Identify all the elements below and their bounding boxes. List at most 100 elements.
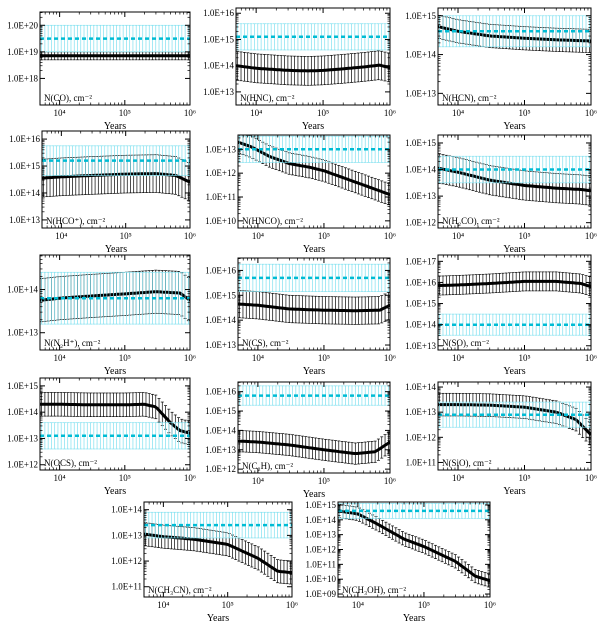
observed-series — [42, 145, 190, 176]
plot-area — [238, 385, 390, 465]
x-tick-label: 10⁵ — [119, 108, 131, 118]
plot-area — [438, 15, 591, 53]
y-tick-label: 1.0E+14 — [9, 188, 40, 198]
axes-frame — [39, 11, 191, 106]
plot-area — [438, 153, 591, 206]
y-tick-label: 1.0E+16 — [203, 8, 234, 18]
y-tick-label: 1.0E+13 — [205, 144, 236, 154]
x-tick-label: 10⁶ — [384, 353, 396, 363]
model-line — [42, 172, 190, 184]
y-tick-label: 1.0E+14 — [205, 315, 236, 325]
x-tick-label: 10⁶ — [184, 108, 196, 118]
panel-quantity-label: N(OCS), cm⁻² — [44, 458, 97, 468]
x-axis-label: Years — [503, 244, 525, 255]
x-tick-label: 10⁴ — [54, 473, 66, 483]
panel-quantity-label: N(HCN), cm⁻² — [442, 93, 497, 103]
y-tick-label: 1.0E+13 — [405, 341, 436, 351]
observed-series — [40, 271, 190, 325]
model-line — [238, 439, 390, 455]
observed-series — [238, 385, 390, 406]
x-tick-label: 10⁵ — [119, 473, 131, 483]
y-tick-label: 1.0E+15 — [205, 406, 236, 416]
x-tick-label: 10⁴ — [452, 353, 464, 363]
axes-frame — [235, 7, 391, 106]
y-tick-label: 1.0E+13 — [405, 88, 436, 98]
panel-13: 10⁴ 10⁵ 10⁶Years1.0E+111.0E+121.0E+131.0E+… — [111, 501, 298, 622]
observed-series — [40, 422, 190, 450]
y-tick-label: 1.0E+12 — [7, 460, 38, 470]
panel-quantity-label: N(CS), cm⁻² — [242, 338, 289, 348]
y-tick-label: 1.0E+13 — [9, 215, 40, 225]
y-tick-label: 1.0E+11 — [406, 457, 437, 467]
x-tick-label: 10⁴ — [252, 476, 264, 486]
panel-10: 10⁴ 10⁵ 10⁶ Years 1.0E+12 1.0E+13 1.0E+14 1.0E+… — [7, 377, 196, 497]
model-line — [40, 402, 190, 435]
x-tick-label: 10⁶ — [585, 231, 597, 241]
x-tick-label: 10⁶ — [585, 473, 597, 483]
model-line — [236, 63, 390, 73]
observed-series — [438, 155, 591, 184]
y-tick-label: 1.0E+15 — [405, 11, 436, 21]
model-line — [438, 279, 591, 289]
plot-area — [40, 392, 190, 450]
x-tick-label: 10⁴ — [252, 231, 264, 241]
x-axis-label: Years — [303, 489, 325, 500]
plot-area — [238, 135, 390, 206]
y-tick-label: 1.0E+14 — [7, 285, 38, 295]
y-tick-label: 1.0E+12 — [405, 432, 436, 442]
x-tick-label: 10⁴ — [452, 473, 464, 483]
x-tick-label: 10⁵ — [518, 353, 530, 363]
x-tick-label: 10⁵ — [518, 231, 530, 241]
plot-area — [438, 271, 591, 336]
panel-quantity-label: N(HNC), cm⁻² — [240, 93, 295, 103]
y-tick-label: 1.0E+13 — [205, 445, 236, 455]
x-tick-label: 10⁶ — [184, 473, 196, 483]
panel-9: 10⁴ 10⁵ 10⁶ Years 1.0E+13 1.0E+14 1.0E+15 1.0E+… — [405, 254, 597, 377]
y-tick-label: 1.0E+13 — [203, 87, 234, 97]
axes-frame — [437, 134, 592, 229]
model-series — [40, 51, 190, 61]
model-series — [438, 153, 591, 206]
panel-quantity-label: N(CO), cm⁻² — [44, 93, 92, 103]
observed-series — [438, 401, 591, 428]
model-series — [238, 135, 390, 206]
y-tick-label: 1.0E+15 — [203, 34, 234, 44]
axes-frame — [437, 381, 592, 471]
y-tick-label: 1.0E+13 — [405, 191, 436, 201]
y-tick-label: 1.0E+16 — [205, 387, 236, 397]
panel-3: 10⁴ 10⁵ 10⁶ Years 1.0E+13 1.0E+14 1.0E+15 N(HCN… — [405, 7, 597, 132]
y-tick-label: 1.0E+16 — [9, 134, 40, 144]
x-tick-label: 10⁵ — [518, 108, 530, 118]
axes-frame — [237, 257, 391, 351]
x-tick-label: 10⁵ — [120, 231, 132, 241]
x-tick-label: 10⁴ — [54, 108, 66, 118]
observed-series — [238, 135, 390, 163]
observed-series — [438, 313, 591, 336]
y-tick-label: 1.0E+14 — [405, 165, 436, 175]
panel-4: 10⁴ 10⁵ 10⁶ Years 1.0E+13 1.0E+14 1.0E+15 1.0E+… — [9, 130, 196, 255]
y-tick-label: 1.0E+17 — [405, 256, 436, 266]
axes-frame — [437, 7, 592, 106]
plot-area — [236, 23, 390, 86]
x-tick-label: 10⁴ — [452, 231, 464, 241]
model-series — [236, 50, 390, 86]
observed-series — [40, 24, 190, 53]
x-axis-label: Years — [105, 244, 127, 255]
y-tick-label: 1.0E+14 — [203, 61, 234, 71]
x-tick-label: 10⁴ — [55, 231, 67, 241]
x-axis-label: Years — [503, 366, 525, 377]
model-series — [40, 269, 190, 323]
x-tick-label: 10⁵ — [318, 353, 330, 363]
panel-11: 10⁴ 10⁵ 10⁶ Years 1.0E+12 1.0E+13 1.0E+14 1.0E+… — [205, 381, 396, 500]
x-tick-label: 10⁶ — [184, 353, 196, 363]
panel-8: 10⁴ 10⁵ 10⁶ Years 1.0E+13 1.0E+14 1.0E+15 1.0E+… — [205, 257, 396, 377]
panel-quantity-label: N(H₂CO), cm⁻² — [442, 216, 500, 226]
axes-frame — [39, 254, 191, 351]
plot-area — [144, 511, 292, 585]
y-tick-label: 1.0E+14 — [7, 407, 38, 417]
y-tick-label: 1.0E+15 — [9, 161, 40, 171]
y-tick-label: 1.0E+12 — [405, 218, 436, 228]
x-axis-label: Years — [104, 366, 126, 377]
y-tick-label: 1.0E+11 — [206, 192, 237, 202]
observed-series — [238, 263, 390, 292]
